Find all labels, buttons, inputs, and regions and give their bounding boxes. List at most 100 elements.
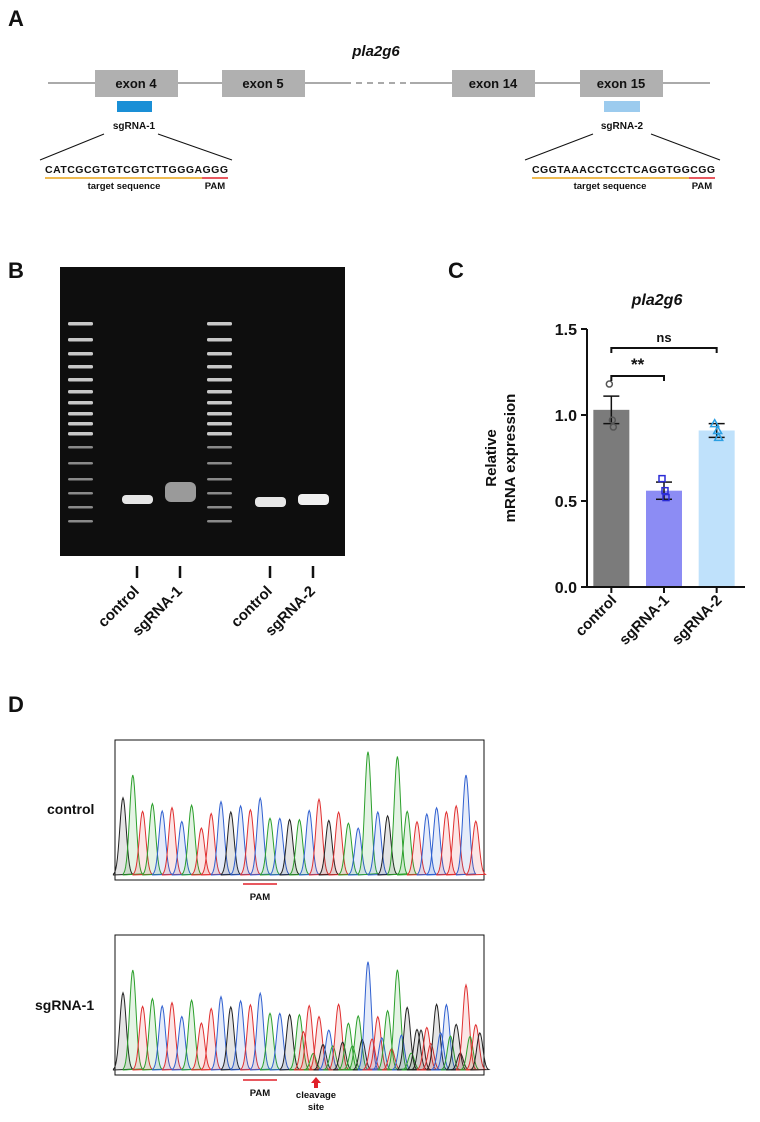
trace-peak — [132, 810, 154, 876]
ladder-band — [68, 492, 93, 495]
trace-peak — [416, 812, 438, 876]
trace-peak — [333, 1041, 352, 1071]
ladder-band — [68, 446, 93, 449]
y-axis-label: Relative — [483, 429, 500, 487]
trace-peak — [318, 819, 340, 876]
significance-bracket — [610, 375, 665, 382]
ladder-band — [68, 322, 93, 326]
exon — [222, 70, 305, 97]
dna-band — [298, 494, 329, 505]
sample-label: control — [47, 801, 94, 817]
trace-peak — [391, 1034, 413, 1071]
sequence: CATCGCGTGTCGTCTTGGGAGGG — [45, 164, 228, 176]
trace-peak — [406, 820, 429, 876]
trace-peak — [411, 1029, 432, 1071]
exon — [580, 70, 663, 97]
ladder-band — [68, 422, 93, 426]
ladder-band — [207, 378, 232, 382]
trace-peak — [440, 1035, 462, 1071]
ladder-band — [207, 390, 232, 394]
ladder-band — [68, 378, 93, 382]
exon-label: exon 4 — [115, 76, 157, 91]
panel-letter: D — [8, 692, 24, 717]
pam-label: PAM — [250, 1088, 270, 1099]
data-point — [658, 474, 666, 483]
gel-image — [60, 267, 345, 556]
ladder-band — [207, 352, 232, 356]
significance-bracket — [610, 347, 718, 354]
trace-peak — [132, 1005, 154, 1071]
exon-label: exon 15 — [597, 76, 645, 91]
significance-label: ns — [656, 330, 671, 345]
dna-band — [255, 497, 286, 507]
y-tick-label: 1.5 — [555, 322, 577, 339]
trace-peak — [171, 1015, 193, 1071]
trace-peak — [289, 1013, 311, 1071]
ladder-band — [207, 412, 232, 416]
ladder-band — [68, 338, 93, 342]
bar — [593, 409, 630, 587]
trace-peak — [201, 812, 223, 876]
trace-peak — [357, 961, 379, 1071]
trace-peak — [240, 808, 262, 876]
trace-peak — [240, 1003, 262, 1071]
ladder-band — [207, 462, 232, 465]
panel-letter: C — [448, 258, 464, 283]
data-point — [661, 486, 669, 495]
ladder-band — [68, 462, 93, 465]
chromatogram-frame — [114, 739, 485, 881]
ladder-band — [207, 506, 232, 509]
data-point — [605, 380, 614, 388]
trace-peak — [387, 756, 408, 876]
trace-peak — [289, 818, 311, 876]
ladder-band — [68, 352, 93, 356]
sgrna-label: sgRNA-1 — [113, 121, 156, 132]
zoom-line — [39, 133, 105, 161]
trace-peak — [372, 1036, 391, 1071]
zoom-line — [650, 133, 721, 161]
trace-peak — [470, 1031, 491, 1071]
gene-name: pla2g6 — [351, 43, 400, 60]
exon-label: exon 14 — [469, 76, 518, 91]
ladder-band — [207, 401, 232, 405]
chart-title: pla2g6 — [631, 292, 683, 309]
y-axis-label: mRNA expression — [502, 394, 519, 523]
data-point — [608, 416, 617, 424]
pam-label: PAM — [692, 181, 712, 192]
ladder-band — [207, 422, 232, 426]
trace-peak — [377, 814, 399, 876]
significance-label: ** — [631, 355, 645, 374]
trace-peak — [171, 820, 193, 876]
data-point — [712, 424, 723, 435]
x-tick-label: sgRNA-1 — [616, 592, 673, 649]
dna-band — [165, 482, 196, 502]
sgrna-site — [117, 101, 152, 112]
trace-peak — [465, 1023, 488, 1071]
exon — [452, 70, 535, 97]
trace-peak — [299, 809, 320, 876]
trace-peak — [318, 1029, 341, 1071]
y-tick-label: 0.0 — [555, 580, 577, 597]
trace-peak — [455, 983, 477, 1071]
ladder-band — [207, 365, 232, 369]
trace-peak — [455, 774, 477, 876]
trace-peak — [191, 827, 213, 876]
trace-peak — [112, 796, 134, 876]
trace-peak — [367, 1015, 389, 1071]
cleavage-label: site — [308, 1102, 324, 1113]
zoom-line — [524, 133, 594, 161]
bar — [646, 490, 682, 587]
ladder-band — [68, 401, 93, 405]
trace-peak — [112, 991, 134, 1071]
trace-peak — [220, 810, 242, 876]
trace-peak — [191, 1022, 213, 1071]
data-point — [662, 493, 670, 502]
sgrna-label: sgRNA-2 — [601, 121, 644, 132]
trace-peak — [446, 804, 467, 876]
ladder-band — [207, 446, 232, 449]
target-label: target sequence — [574, 181, 647, 192]
pam-label: PAM — [205, 181, 225, 192]
ladder-band — [68, 390, 93, 394]
y-tick-label: 1.0 — [555, 408, 577, 425]
